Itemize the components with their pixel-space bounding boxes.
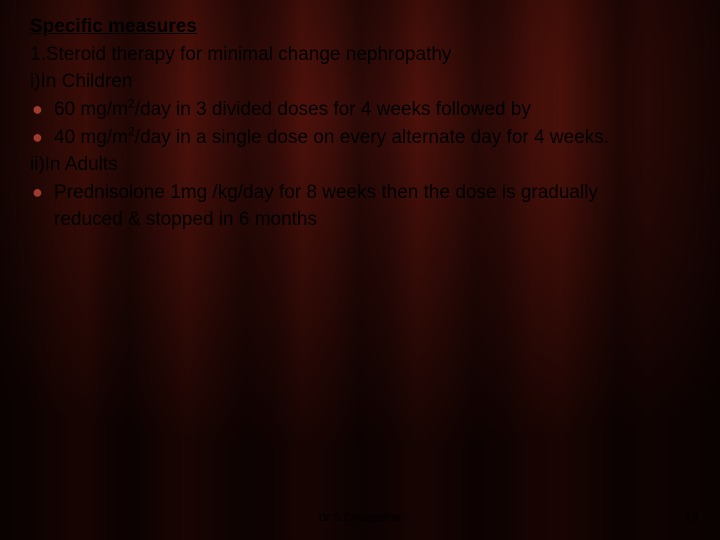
bullet-text-3: Prednisolone 1mg /kg/day for 8 weeks the…: [54, 180, 690, 206]
heading: Specific measures: [30, 14, 690, 40]
line-steroid-therapy: 1.Steroid therapy for minimal change nep…: [30, 42, 690, 68]
footer-author: Dr S Chakradhar: [0, 512, 720, 524]
bullet-row-3b: reduced & stopped in 6 months: [30, 207, 690, 233]
bullet-text-1: 60 mg/m2/day in 3 divided doses for 4 we…: [54, 97, 690, 123]
bullet-icon: ●: [30, 97, 54, 121]
bullet-row-3: ● Prednisolone 1mg /kg/day for 8 weeks t…: [30, 180, 690, 206]
slide-content: Specific measures 1.Steroid therapy for …: [30, 14, 690, 235]
slide: Specific measures 1.Steroid therapy for …: [0, 0, 720, 540]
b2-post: /day in a single dose on every alternate…: [135, 127, 609, 148]
b1-sup: 2: [128, 97, 135, 111]
bullet-icon: ●: [30, 180, 54, 204]
line-children: i)In Children: [30, 69, 690, 95]
line-adults: ii)In Adults: [30, 152, 690, 178]
bullet-text-3b: reduced & stopped in 6 months: [54, 207, 690, 233]
bullet-text-2: 40 mg/m2/day in a single dose on every a…: [54, 125, 690, 151]
b1-pre: 60 mg/m: [54, 99, 128, 120]
bullet-icon: ●: [30, 125, 54, 149]
b2-sup: 2: [128, 124, 135, 138]
b1-post: /day in 3 divided doses for 4 weeks foll…: [135, 99, 531, 120]
bullet-row-2: ● 40 mg/m2/day in a single dose on every…: [30, 125, 690, 151]
bullet-row-1: ● 60 mg/m2/day in 3 divided doses for 4 …: [30, 97, 690, 123]
b2-pre: 40 mg/m: [54, 127, 128, 148]
footer-page-number: 13: [685, 510, 698, 524]
